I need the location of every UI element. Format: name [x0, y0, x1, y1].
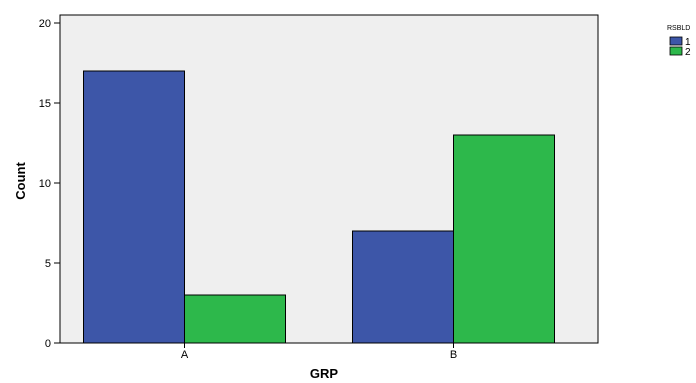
- bar-B-2: [453, 134, 555, 344]
- legend: RSBLD 12: [667, 25, 691, 58]
- y-axis-title: Count: [13, 162, 28, 200]
- legend-label-2: 2: [685, 47, 691, 58]
- x-axis-title: GRP: [310, 366, 339, 381]
- bars-group: [83, 70, 555, 344]
- y-tick-label: 20: [39, 18, 51, 30]
- y-tick-label: 5: [45, 258, 51, 270]
- bar-A-2: [184, 294, 286, 344]
- bar-B-1: [352, 230, 454, 344]
- legend-swatch-1: [669, 36, 683, 46]
- y-axis: 0 5 10 15 20: [39, 18, 60, 350]
- legend-title: RSBLD: [667, 25, 690, 32]
- bar-A-1: [83, 70, 185, 344]
- legend-swatch-2: [669, 46, 683, 56]
- x-tick-label: B: [450, 349, 457, 361]
- legend-label-1: 1: [685, 37, 691, 48]
- y-tick-label: 15: [39, 98, 51, 110]
- y-tick-label: 0: [45, 338, 51, 350]
- y-tick-label: 10: [39, 178, 51, 190]
- x-tick-label: A: [181, 349, 189, 361]
